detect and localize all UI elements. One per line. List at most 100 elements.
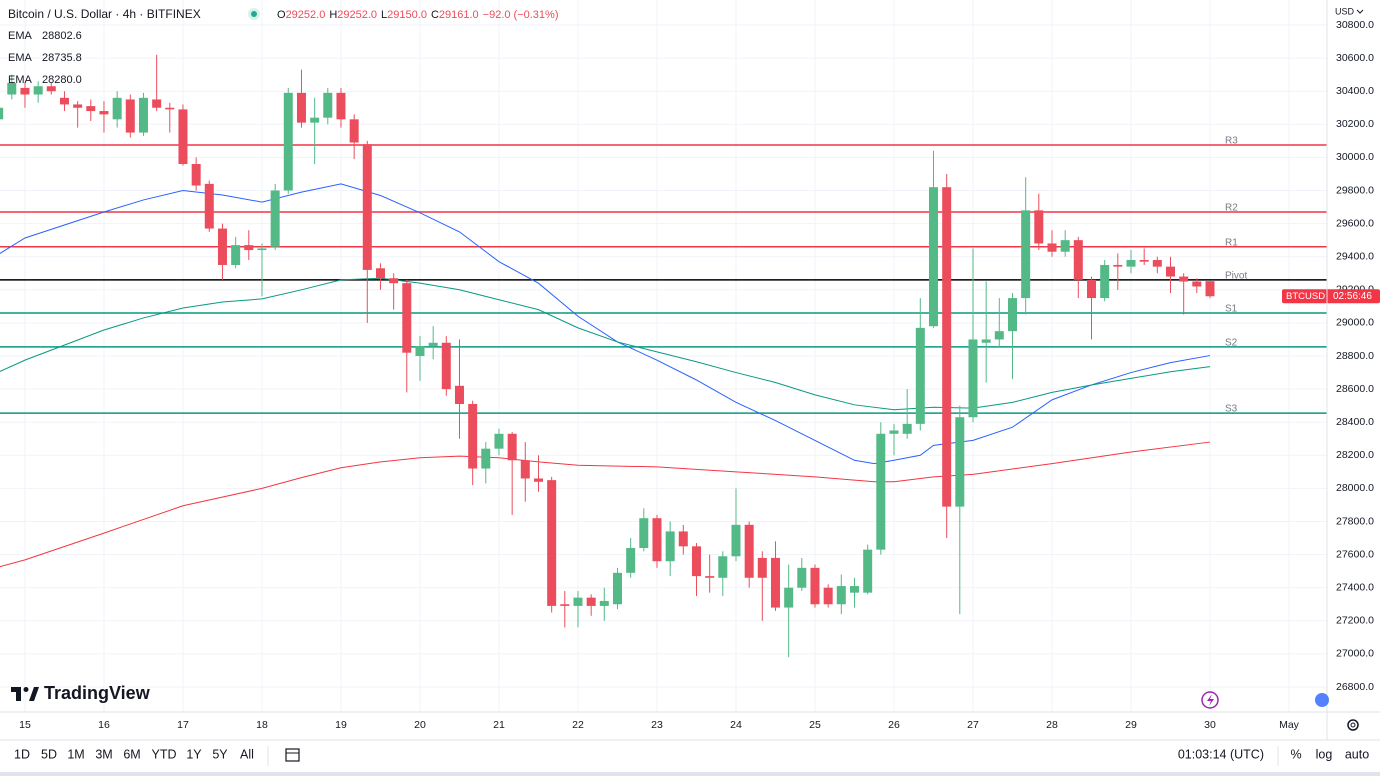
candles	[0, 54, 1215, 658]
candle-body	[336, 92, 346, 120]
x-tick-label: 21	[493, 719, 505, 731]
candle-body	[20, 87, 30, 95]
candle-body	[1192, 281, 1202, 287]
candle-body	[955, 417, 965, 507]
candle-body	[810, 567, 820, 605]
candle-body	[718, 556, 728, 578]
candle-body	[86, 106, 96, 112]
y-tick-label: 29400.0	[1336, 250, 1374, 262]
candle-body	[494, 433, 504, 449]
candle-body	[323, 92, 333, 118]
scale-option[interactable]: auto	[1345, 747, 1369, 761]
candle-body	[731, 524, 741, 557]
candle-body	[652, 518, 662, 562]
scale-option[interactable]: %	[1290, 747, 1301, 761]
pivot-label: S3	[1225, 404, 1238, 415]
replay-icon[interactable]	[1201, 691, 1219, 709]
market-status	[251, 11, 257, 17]
range-button[interactable]: 5Y	[212, 747, 228, 761]
toolbar-items: 1D 5D 1M 3M 6M YTD 1Y 5Y All% log auto	[14, 747, 1369, 761]
candle-body	[797, 567, 807, 588]
candle-body	[612, 572, 622, 605]
candle-body	[33, 86, 43, 95]
x-tick-label: 26	[888, 719, 900, 731]
candle-body	[994, 331, 1004, 340]
clock[interactable]: 01:03:14 (UTC)	[1178, 747, 1264, 761]
price-tag-symbol: BTCUSD	[1286, 291, 1325, 302]
candle-body	[441, 342, 451, 390]
candle-body	[1073, 240, 1083, 280]
legend-value: 28735.8	[42, 52, 82, 64]
price-tag-countdown: 02:56:46	[1333, 291, 1372, 302]
candle-body	[1021, 210, 1031, 299]
tradingview-logo	[11, 687, 39, 701]
candle-body	[968, 339, 978, 418]
candle-body	[757, 557, 767, 578]
y-tick-label: 29000.0	[1336, 317, 1374, 329]
labels: 26800.0 27000.0 27200.0 27400.0 27600.0 27800…	[8, 19, 1380, 731]
y-tick-label: 28600.0	[1336, 383, 1374, 395]
candle-body	[283, 92, 293, 191]
candle-body	[573, 597, 583, 606]
ohlc-value: 29252.0	[337, 9, 377, 21]
pivot-label: Pivot	[1225, 271, 1247, 282]
date-range-icon[interactable]	[285, 748, 300, 762]
y-tick-label: 28800.0	[1336, 350, 1374, 362]
currency[interactable]: USD	[1335, 6, 1355, 16]
x-tick-label: 23	[651, 719, 663, 731]
pivot-label: R2	[1225, 203, 1238, 214]
candle-body	[7, 82, 17, 95]
ohlc-label: H	[329, 9, 337, 21]
grid	[0, 0, 1327, 712]
gear	[1347, 719, 1359, 731]
x-tick-label: 20	[414, 719, 426, 731]
candle-body	[1139, 260, 1149, 262]
pivot-label: R1	[1225, 237, 1238, 248]
x-tick-label: 29	[1125, 719, 1137, 731]
candle-body	[402, 283, 412, 353]
scale-option[interactable]: log	[1316, 747, 1333, 761]
range-button[interactable]: 1M	[67, 747, 84, 761]
range-button[interactable]: YTD	[152, 747, 177, 761]
range-button[interactable]: 5D	[41, 747, 57, 761]
candle-body	[468, 403, 478, 469]
candle-body	[362, 144, 372, 270]
x-tick-label: 16	[98, 719, 110, 731]
candle-body	[244, 245, 254, 251]
legend-value: 28280.0	[42, 74, 82, 86]
x-tick-label: 30	[1204, 719, 1216, 731]
candle-body	[586, 597, 596, 606]
candle-body	[626, 547, 636, 573]
y-tick-label: 30400.0	[1336, 85, 1374, 97]
y-tick-label: 27200.0	[1336, 615, 1374, 627]
candle-body	[665, 531, 675, 562]
range-button[interactable]: 1D	[14, 747, 30, 761]
range-button[interactable]: 1Y	[186, 747, 202, 761]
ohlc-label: C	[431, 9, 439, 21]
candle-body	[178, 109, 188, 165]
legend-name: EMA	[8, 74, 33, 86]
settings-icon[interactable]	[1347, 719, 1359, 731]
x-tick-label: May	[1279, 719, 1300, 731]
logo-dot	[23, 687, 29, 692]
candle-body	[1165, 266, 1175, 277]
candle-body	[46, 86, 56, 92]
x-tick-label: 25	[809, 719, 821, 731]
candle-body	[125, 99, 135, 133]
candle-body	[310, 117, 320, 123]
replay-bolt	[1207, 694, 1214, 706]
symbol-title: Bitcoin / U.S. Dollar · 4h · BITFINEX	[8, 7, 201, 21]
range-button[interactable]: 6M	[123, 747, 140, 761]
bottom-toolbar	[0, 740, 1380, 776]
globe-icon[interactable]	[1315, 693, 1329, 707]
range-button[interactable]: 3M	[95, 747, 112, 761]
range-button[interactable]: All	[240, 747, 254, 761]
candle-body	[1100, 264, 1110, 299]
candle-body	[428, 342, 438, 347]
logo-mark	[11, 687, 21, 701]
y-tick-label: 30000.0	[1336, 151, 1374, 163]
y-tick-label: 27600.0	[1336, 548, 1374, 560]
candle-body	[59, 97, 69, 105]
y-tick-label: 28400.0	[1336, 416, 1374, 428]
